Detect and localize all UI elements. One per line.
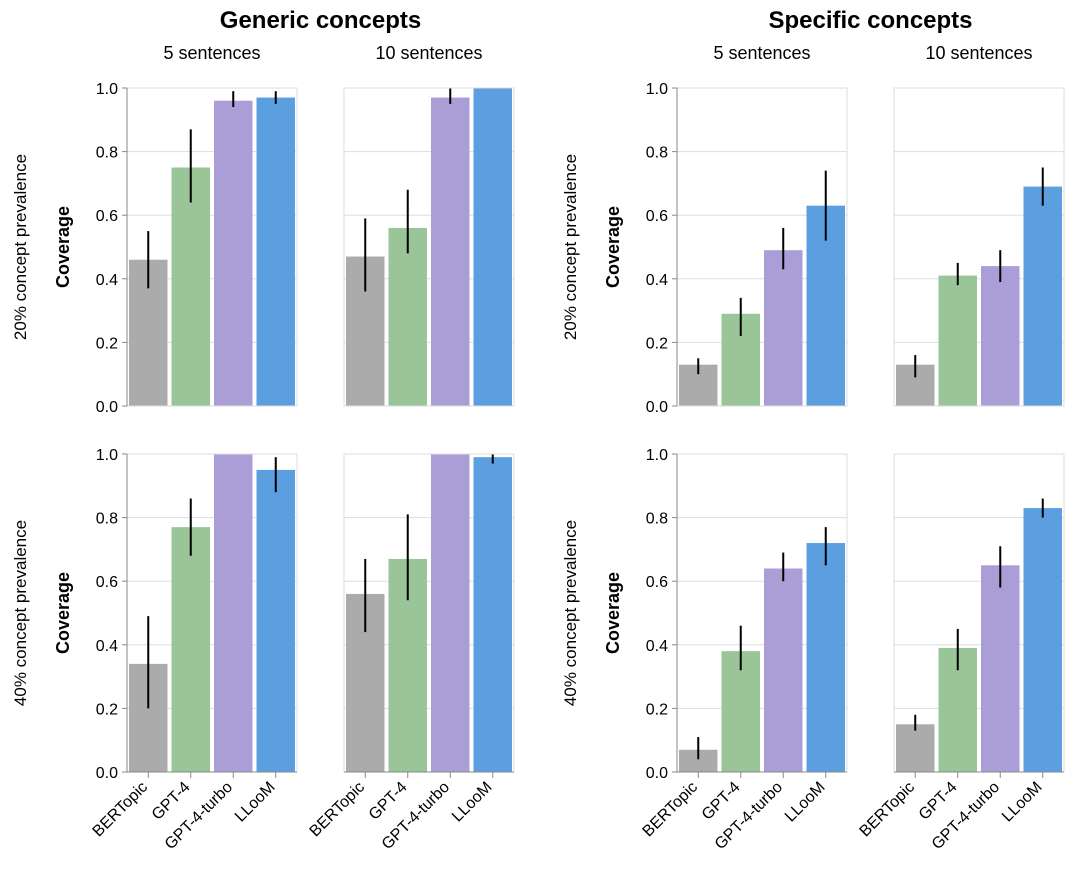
x-tick-label: LLooM <box>999 779 1046 826</box>
panel-frame <box>893 87 1065 407</box>
y-tick-label: 0.0 <box>96 765 118 782</box>
row-title: 20% concept prevalence <box>11 154 30 340</box>
bar <box>679 749 718 772</box>
x-tick-label: BERTopic <box>857 779 918 840</box>
y-tick-label: 1.0 <box>646 447 668 464</box>
y-tick-label: 1.0 <box>96 447 118 464</box>
bar <box>896 724 935 772</box>
y-tick-label: 0.2 <box>96 701 118 718</box>
x-tick-label: BERTopic <box>90 779 151 840</box>
bar <box>1023 508 1062 772</box>
x-tick-label: LLooM <box>449 779 496 826</box>
chart-panel: 0.00.20.40.60.81.0BERTopicGPT-4GPT-4-tur… <box>90 447 298 853</box>
bar <box>431 454 470 772</box>
bar <box>171 527 210 772</box>
chart-panel <box>893 87 1065 407</box>
y-tick-label: 1.0 <box>96 81 118 98</box>
y-tick-label: 0.4 <box>96 638 118 655</box>
column-title: 10 sentences <box>925 43 1032 63</box>
bar <box>214 100 253 406</box>
bar <box>721 651 760 772</box>
y-axis-title: Coverage <box>53 206 73 288</box>
row-title: 40% concept prevalence <box>561 520 580 706</box>
bar <box>938 275 977 406</box>
y-tick-label: 0.8 <box>646 511 668 528</box>
bar <box>214 454 253 772</box>
y-tick-label: 1.0 <box>646 81 668 98</box>
y-tick-label: 0.6 <box>646 574 668 591</box>
bar <box>256 469 295 772</box>
bar <box>806 543 845 772</box>
y-tick-label: 0.2 <box>96 335 118 352</box>
x-tick-label: LLooM <box>232 779 279 826</box>
y-tick-label: 0.4 <box>96 272 118 289</box>
bar <box>171 167 210 406</box>
bar <box>388 227 427 406</box>
row-title: 20% concept prevalence <box>561 154 580 340</box>
y-tick-label: 0.8 <box>96 511 118 528</box>
bar <box>764 568 803 772</box>
bar <box>256 97 295 406</box>
y-tick-label: 0.6 <box>96 574 118 591</box>
y-tick-label: 0.8 <box>646 145 668 162</box>
column-title: 5 sentences <box>713 43 810 63</box>
chart-panel: 0.0 0.2 0.4 0.6 0.8 1.0 <box>96 81 298 416</box>
column-title: 5 sentences <box>163 43 260 63</box>
bar <box>981 565 1020 772</box>
bar <box>981 266 1020 406</box>
row-title: 40% concept prevalence <box>11 520 30 706</box>
panel-frame <box>343 87 515 407</box>
group-title: Specific concepts <box>768 7 972 34</box>
bar <box>764 250 803 406</box>
x-tick-label: BERTopic <box>307 779 368 840</box>
y-axis-title: Coverage <box>53 572 73 654</box>
y-tick-label: 0.0 <box>646 765 668 782</box>
bar <box>431 97 470 406</box>
y-tick-label: 0.6 <box>646 208 668 225</box>
y-tick-label: 0.6 <box>96 208 118 225</box>
x-tick-label: LLooM <box>782 779 829 826</box>
y-tick-label: 0.4 <box>646 638 668 655</box>
chart-panel: 0.0 0.2 0.4 0.6 0.8 1.0 <box>646 81 848 416</box>
chart-panel <box>343 87 515 407</box>
chart-panel: 0.00.20.40.60.81.0BERTopicGPT-4GPT-4-tur… <box>640 447 848 853</box>
y-tick-label: 0.2 <box>646 701 668 718</box>
bar <box>473 88 512 406</box>
bar <box>473 457 512 772</box>
y-tick-label: 0.0 <box>646 399 668 416</box>
y-tick-label: 0.0 <box>96 399 118 416</box>
y-axis-title: Coverage <box>603 206 623 288</box>
y-tick-label: 0.2 <box>646 335 668 352</box>
y-tick-label: 0.8 <box>96 145 118 162</box>
column-title: 10 sentences <box>375 43 482 63</box>
group-title: Generic concepts <box>220 7 421 34</box>
y-tick-label: 0.4 <box>646 272 668 289</box>
y-axis-title: Coverage <box>603 572 623 654</box>
bar <box>1023 186 1062 406</box>
x-tick-label: BERTopic <box>640 779 701 840</box>
